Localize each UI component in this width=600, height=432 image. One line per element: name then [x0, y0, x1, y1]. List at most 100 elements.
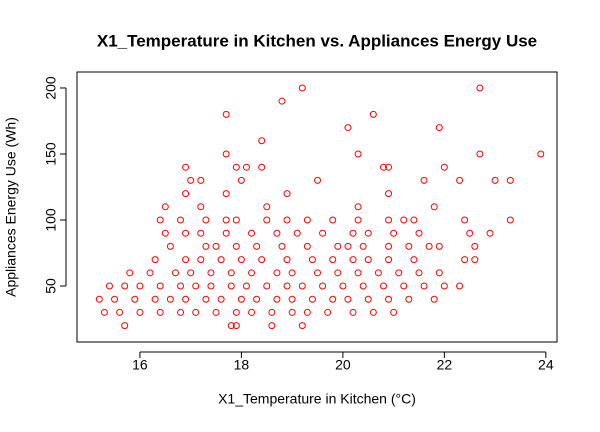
- point: [385, 295, 393, 303]
- point: [197, 203, 205, 211]
- point: [232, 163, 240, 171]
- point: [273, 229, 281, 237]
- point: [379, 163, 387, 171]
- point: [156, 282, 164, 290]
- point: [364, 256, 372, 264]
- point: [227, 282, 235, 290]
- point: [156, 216, 164, 224]
- point: [430, 203, 438, 211]
- point: [354, 150, 362, 158]
- point: [385, 190, 393, 198]
- point: [146, 269, 154, 277]
- point: [116, 308, 124, 316]
- point: [136, 282, 144, 290]
- point: [354, 216, 362, 224]
- point: [314, 269, 322, 277]
- point: [385, 216, 393, 224]
- point: [435, 242, 443, 250]
- point: [486, 229, 494, 237]
- point: [202, 242, 210, 250]
- point: [242, 282, 250, 290]
- point: [385, 242, 393, 250]
- point: [182, 295, 190, 303]
- point: [471, 256, 479, 264]
- point: [303, 242, 311, 250]
- point: [222, 216, 230, 224]
- point: [369, 308, 377, 316]
- y-tick-label: 150: [43, 142, 59, 166]
- point: [293, 229, 301, 237]
- point: [349, 229, 357, 237]
- point: [329, 295, 337, 303]
- point: [258, 163, 266, 171]
- point: [136, 308, 144, 316]
- point: [491, 176, 499, 184]
- point: [237, 295, 245, 303]
- point: [435, 124, 443, 132]
- point: [506, 176, 514, 184]
- point: [278, 242, 286, 250]
- point: [263, 203, 271, 211]
- point: [263, 282, 271, 290]
- point: [268, 322, 276, 330]
- point: [456, 282, 464, 290]
- point: [298, 322, 306, 330]
- point: [283, 190, 291, 198]
- point: [217, 295, 225, 303]
- point: [237, 176, 245, 184]
- point: [232, 322, 240, 330]
- point: [263, 216, 271, 224]
- point: [227, 322, 235, 330]
- point: [456, 176, 464, 184]
- point: [182, 163, 190, 171]
- point: [476, 150, 484, 158]
- point: [121, 322, 129, 330]
- point: [111, 295, 119, 303]
- point: [131, 295, 139, 303]
- point: [151, 295, 159, 303]
- point: [197, 229, 205, 237]
- point: [390, 229, 398, 237]
- point: [385, 163, 393, 171]
- point: [303, 308, 311, 316]
- point: [298, 84, 306, 92]
- point: [334, 242, 342, 250]
- point: [207, 282, 215, 290]
- point: [222, 229, 230, 237]
- point: [344, 295, 352, 303]
- point: [359, 242, 367, 250]
- point: [420, 176, 428, 184]
- point: [390, 308, 398, 316]
- point: [212, 242, 220, 250]
- point: [359, 282, 367, 290]
- point: [242, 163, 250, 171]
- point: [400, 216, 408, 224]
- point: [258, 137, 266, 145]
- point: [329, 216, 337, 224]
- point: [171, 269, 179, 277]
- x-tick-label: 20: [335, 357, 351, 373]
- point: [182, 190, 190, 198]
- point: [161, 203, 169, 211]
- x-tick-label: 18: [234, 357, 250, 373]
- point: [212, 308, 220, 316]
- point: [471, 242, 479, 250]
- point: [354, 203, 362, 211]
- point: [324, 308, 332, 316]
- point: [506, 216, 514, 224]
- point: [182, 229, 190, 237]
- point: [405, 295, 413, 303]
- point: [344, 242, 352, 250]
- point: [314, 176, 322, 184]
- y-tick-label: 50: [43, 278, 59, 294]
- point: [339, 282, 347, 290]
- point: [349, 308, 357, 316]
- point: [283, 282, 291, 290]
- point: [105, 282, 113, 290]
- point: [217, 256, 225, 264]
- point: [420, 282, 428, 290]
- point: [385, 256, 393, 264]
- point: [232, 242, 240, 250]
